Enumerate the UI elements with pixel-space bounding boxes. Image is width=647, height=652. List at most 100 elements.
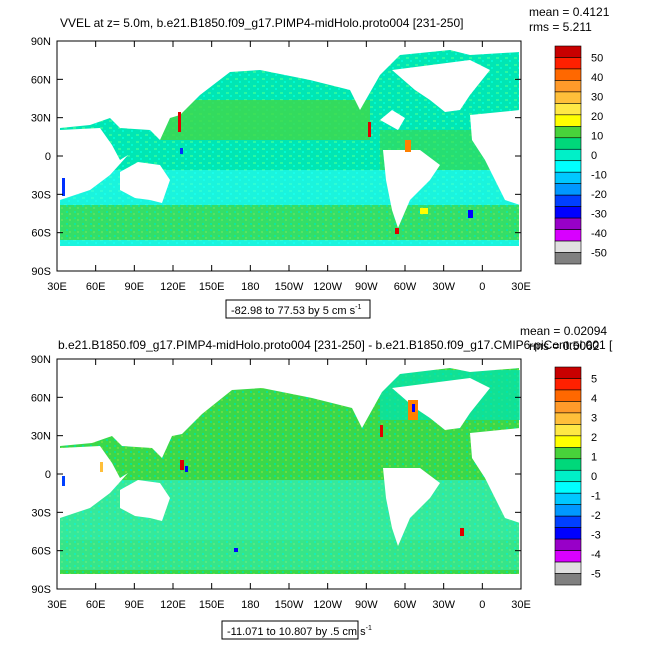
lon-label: 90E bbox=[125, 281, 145, 293]
lon-label: 60E bbox=[86, 599, 106, 611]
lat-label: 90S bbox=[31, 266, 51, 278]
colorbar-swatch bbox=[554, 252, 582, 265]
colorbar-label: 5 bbox=[591, 373, 597, 385]
colorbar-label: 1 bbox=[591, 451, 597, 463]
panel-1-lat-axis: 90N 60N 30N 0 30S 60S 90S bbox=[31, 36, 521, 278]
colorbar-swatch bbox=[554, 45, 582, 58]
colorbar-swatch bbox=[554, 194, 582, 207]
panel-1: VVEL at z= 5.0m, b.e21.B1850.f09_g17.PIM… bbox=[31, 5, 610, 319]
colorbar-swatch bbox=[554, 538, 582, 551]
colorbar-label: -30 bbox=[591, 209, 607, 221]
colorbar-label: 30 bbox=[591, 91, 603, 103]
panel-1-lon-axis: 30E 60E 90E 120E 150E 180 150W 120W 90W 60W 30W 0 30… bbox=[47, 41, 531, 293]
colorbar-swatch bbox=[554, 91, 582, 104]
lat-label: 30N bbox=[31, 431, 51, 443]
colorbar-label: 20 bbox=[591, 111, 603, 123]
panel-2-map bbox=[56, 358, 522, 590]
colorbar-swatch bbox=[554, 229, 582, 242]
lat-label: 90N bbox=[31, 36, 51, 48]
colorbar-swatch bbox=[554, 68, 582, 81]
colorbar-swatch bbox=[554, 492, 582, 505]
lat-label: 0 bbox=[45, 151, 51, 163]
lon-label: 30E bbox=[511, 281, 531, 293]
colorbar-swatch bbox=[554, 573, 582, 586]
colorbar-swatch bbox=[554, 481, 582, 494]
lon-label: 180 bbox=[241, 599, 259, 611]
colorbar-swatch bbox=[554, 171, 582, 184]
panel-1-colorbar: 50 40 30 20 10 0 -10 -20 -30 -40 -50 bbox=[554, 45, 607, 265]
colorbar-swatch bbox=[554, 424, 582, 437]
lon-label: 60W bbox=[394, 281, 417, 293]
colorbar-label: -1 bbox=[591, 491, 601, 503]
panel-2-mean: mean = 0.02094 bbox=[520, 324, 607, 338]
colorbar-swatch bbox=[554, 550, 582, 563]
panel-1-rms: rms = 5.211 bbox=[529, 20, 592, 34]
lon-label: 150E bbox=[199, 281, 225, 293]
colorbar-label: -10 bbox=[591, 170, 607, 182]
colorbar-swatch bbox=[554, 504, 582, 517]
lon-label: 120W bbox=[313, 599, 342, 611]
lon-label: 90W bbox=[355, 281, 378, 293]
colorbar-label: -50 bbox=[591, 248, 607, 260]
lon-label: 180 bbox=[241, 281, 259, 293]
lon-label: 120E bbox=[160, 281, 186, 293]
lon-label: 90E bbox=[125, 599, 145, 611]
panel-2-lat-axis: 90N 60N 30N 0 30S 60S 90S bbox=[31, 354, 521, 596]
colorbar-label: -4 bbox=[591, 549, 601, 561]
lat-label: 60S bbox=[31, 546, 51, 558]
lon-label: 60W bbox=[394, 599, 417, 611]
colorbar-label: 4 bbox=[591, 393, 597, 405]
colorbar-swatch bbox=[554, 126, 582, 139]
lat-label: 60N bbox=[31, 392, 51, 404]
colorbar-swatch bbox=[554, 148, 582, 162]
colorbar-label: -2 bbox=[591, 510, 601, 522]
lon-label: 0 bbox=[479, 281, 485, 293]
lon-label: 120E bbox=[160, 599, 186, 611]
panel-1-range-label: -82.98 to 77.53 by 5 cm s-1 bbox=[231, 304, 361, 317]
colorbar-swatch bbox=[554, 240, 582, 253]
lon-label: 150W bbox=[275, 281, 304, 293]
colorbar-label: 50 bbox=[591, 52, 603, 64]
lon-label: 90W bbox=[355, 599, 378, 611]
lat-label: 0 bbox=[45, 469, 51, 481]
colorbar-swatch bbox=[554, 561, 582, 574]
panel-2-title: b.e21.B1850.f09_g17.PIMP4-midHolo.proto0… bbox=[58, 338, 613, 352]
colorbar-label: -40 bbox=[591, 228, 607, 240]
colorbar-label: -20 bbox=[591, 189, 607, 201]
colorbar-label: 3 bbox=[591, 412, 597, 424]
lon-label: 60E bbox=[86, 281, 106, 293]
lon-label: 30W bbox=[432, 599, 455, 611]
panel-1-map bbox=[56, 40, 522, 272]
lat-label: 30S bbox=[31, 507, 51, 519]
colorbar-label: 0 bbox=[591, 150, 597, 162]
colorbar-swatch bbox=[554, 206, 582, 219]
colorbar-swatch bbox=[554, 469, 582, 483]
lon-label: 0 bbox=[479, 599, 485, 611]
colorbar-swatch bbox=[554, 114, 582, 127]
colorbar-swatch bbox=[554, 515, 582, 528]
colorbar-label: 0 bbox=[591, 471, 597, 483]
colorbar-label: -3 bbox=[591, 530, 601, 542]
lat-label: 60S bbox=[31, 228, 51, 240]
lat-label: 30S bbox=[31, 189, 51, 201]
colorbar-swatch bbox=[554, 183, 582, 196]
lat-label: 30N bbox=[31, 113, 51, 125]
colorbar-swatch bbox=[554, 527, 582, 540]
colorbar-swatch bbox=[554, 103, 582, 116]
colorbar-swatch bbox=[554, 412, 582, 425]
colorbar-label: 2 bbox=[591, 432, 597, 444]
colorbar-swatch bbox=[554, 458, 582, 471]
lon-label: 150E bbox=[199, 599, 225, 611]
lon-label: 30E bbox=[47, 281, 67, 293]
panel-2-range-label: -11.071 to 10.807 by .5 cm s-1 bbox=[227, 625, 372, 638]
panel-1-mean: mean = 0.4121 bbox=[529, 5, 610, 19]
panel-2-rms: rms = 0.5062 bbox=[529, 339, 600, 353]
colorbar-label: 10 bbox=[591, 130, 603, 142]
lat-label: 90S bbox=[31, 584, 51, 596]
panel-2: b.e21.B1850.f09_g17.PIMP4-midHolo.proto0… bbox=[31, 324, 613, 640]
lat-label: 90N bbox=[31, 354, 51, 366]
colorbar-swatch bbox=[554, 389, 582, 402]
lon-label: 30E bbox=[47, 599, 67, 611]
lon-label: 150W bbox=[275, 599, 304, 611]
